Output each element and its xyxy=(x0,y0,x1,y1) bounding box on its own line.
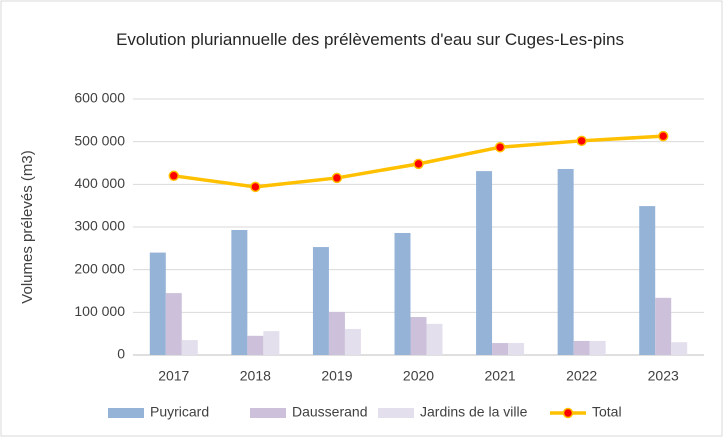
bar xyxy=(149,252,166,355)
line-marker xyxy=(494,141,506,153)
bar xyxy=(247,335,264,355)
bar xyxy=(492,343,509,355)
bar xyxy=(589,340,606,355)
legend-swatch-marker xyxy=(562,407,574,419)
x-tick-label: 2019 xyxy=(321,368,352,384)
y-tick-label: 200 000 xyxy=(74,260,125,276)
legend-swatch xyxy=(378,408,414,418)
y-tick-label: 400 000 xyxy=(74,175,125,191)
x-tick-label: 2023 xyxy=(648,368,679,384)
y-axis-label: Volumes prélevés (m3) xyxy=(19,150,36,303)
bar xyxy=(655,297,672,355)
bar xyxy=(508,343,525,355)
y-tick-label: 300 000 xyxy=(74,218,125,234)
x-tick-label: 2020 xyxy=(403,368,434,384)
bar xyxy=(394,232,411,355)
legend-label: Jardins de la ville xyxy=(420,404,528,420)
x-tick-label: 2022 xyxy=(566,368,597,384)
chart-title: Evolution pluriannuelle des prélèvements… xyxy=(116,30,624,49)
line-marker xyxy=(250,181,261,193)
bar xyxy=(639,206,656,355)
line-marker xyxy=(331,172,343,184)
bar xyxy=(181,340,198,355)
bar xyxy=(410,317,427,355)
legend-swatch xyxy=(250,408,286,418)
line-marker xyxy=(657,130,669,142)
line-marker xyxy=(576,135,587,147)
bar xyxy=(165,293,182,355)
bar xyxy=(426,323,443,355)
x-tick-label: 2018 xyxy=(240,368,271,384)
x-tick-label: 2021 xyxy=(484,368,515,384)
bar xyxy=(231,229,248,355)
x-tick-label: 2017 xyxy=(158,368,189,384)
y-tick-label: 600 000 xyxy=(74,90,125,106)
y-tick-label: 0 xyxy=(117,346,125,362)
bar xyxy=(557,168,574,355)
bar xyxy=(328,311,345,355)
legend-label: Total xyxy=(592,404,622,420)
legend-swatch xyxy=(108,408,144,418)
y-tick-label: 500 000 xyxy=(74,132,125,148)
bar xyxy=(312,247,329,355)
bar xyxy=(671,342,688,355)
y-tick-label: 100 000 xyxy=(74,303,125,319)
legend-label: Dausserand xyxy=(292,404,368,420)
line-marker xyxy=(413,158,424,170)
bar xyxy=(344,328,361,355)
line-marker xyxy=(168,170,180,182)
legend-label: Puyricard xyxy=(150,404,209,420)
bar xyxy=(476,171,493,355)
bar xyxy=(573,340,590,355)
bar xyxy=(263,331,280,355)
